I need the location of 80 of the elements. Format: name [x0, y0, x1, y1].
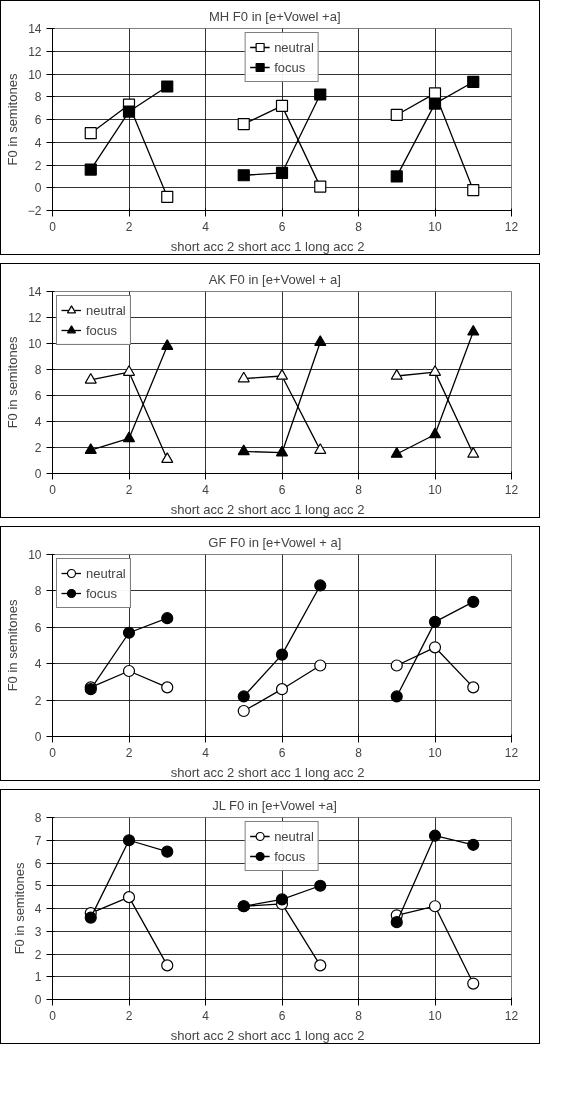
y-tick-label: 6: [34, 113, 42, 127]
x-tick-label: 10: [428, 745, 442, 760]
y-tick-label: 6: [34, 389, 42, 403]
y-axis-title: F0 in semitones: [4, 73, 20, 166]
y-tick-label: 2: [34, 947, 42, 962]
x-tick-label: 8: [355, 745, 363, 760]
y-tick-label: 4: [34, 657, 42, 672]
x-tick-label: 0: [49, 219, 57, 234]
y-tick-label: 0: [34, 467, 42, 481]
y-tick-label: 4: [34, 415, 42, 429]
x-tick-label: 2: [125, 482, 133, 497]
x-tick-label: 2: [125, 1008, 133, 1023]
x-tick-label: 6: [278, 1008, 286, 1023]
y-tick-label: 4: [34, 902, 42, 916]
x-tick-label: 8: [355, 1008, 363, 1023]
chart-title: JL F0 in [e+Vowel +a]: [212, 797, 337, 813]
x-tick-label: 10: [428, 219, 442, 234]
y-tick-label: 8: [34, 811, 42, 825]
y-tick-label: 0: [34, 181, 42, 196]
x-axis-title: short acc 2 short acc 1 long acc 2: [170, 764, 365, 780]
y-tick-label: 5: [34, 879, 42, 894]
x-tick-label: 2: [125, 745, 133, 760]
y-tick-label: 10: [28, 548, 42, 562]
x-tick-label: 4: [202, 219, 210, 234]
y-tick-label: 14: [28, 285, 42, 299]
x-tick-label: 8: [355, 219, 363, 234]
y-axis-title: F0 in semitones: [11, 862, 27, 955]
chart-title: MH F0 in [e+Vowel +a]: [209, 8, 341, 24]
x-tick-label: 10: [428, 482, 442, 497]
x-tick-label: 8: [355, 482, 363, 497]
y-tick-label: 1: [34, 970, 42, 985]
y-tick-label: 3: [34, 924, 42, 939]
legend-label: focus: [86, 585, 118, 601]
y-tick-label: 2: [34, 693, 42, 708]
y-tick-label: 10: [28, 337, 42, 351]
x-tick-label: 12: [504, 745, 519, 760]
x-axis-title: short acc 2 short acc 1 long acc 2: [170, 1027, 365, 1043]
y-tick-label: 10: [28, 67, 42, 82]
x-tick-label: 0: [49, 1008, 57, 1023]
y-tick-label: 2: [34, 441, 42, 455]
x-tick-label: 4: [202, 482, 210, 497]
legend-label: focus: [274, 848, 306, 864]
y-tick-label: 4: [34, 135, 42, 150]
y-axis-title: F0 in semitones: [5, 336, 21, 429]
y-tick-label: 12: [28, 44, 42, 59]
x-axis-title: short acc 2 short acc 1 long acc 2: [170, 501, 365, 517]
x-tick-label: 0: [49, 745, 57, 760]
legend-label: neutral: [274, 828, 314, 844]
y-tick-label: 2: [34, 158, 42, 173]
y-tick-label: 12: [28, 311, 42, 325]
x-tick-label: 12: [504, 219, 519, 234]
legend-label: focus: [274, 59, 306, 75]
legend-label: neutral: [274, 39, 314, 55]
y-tick-label: 14: [28, 22, 42, 36]
x-tick-label: 10: [428, 1008, 442, 1023]
chart-title: AK F0 in [e+Vowel + a]: [208, 271, 341, 287]
y-tick-label: 8: [34, 363, 42, 377]
x-tick-label: 6: [278, 219, 286, 234]
legend-label: focus: [86, 322, 118, 338]
y-tick-label: −2: [27, 204, 42, 218]
y-tick-label: 6: [34, 620, 42, 635]
legend-label: neutral: [86, 565, 126, 581]
y-tick-label: 0: [34, 993, 42, 1007]
y-tick-label: 7: [34, 833, 42, 848]
y-tick-label: 8: [34, 90, 42, 105]
y-tick-label: 0: [34, 730, 42, 744]
x-axis-title: short acc 2 short acc 1 long acc 2: [170, 238, 365, 254]
x-tick-label: 2: [125, 219, 133, 234]
y-tick-label: 8: [34, 584, 42, 599]
legend-label: neutral: [86, 302, 126, 318]
y-tick-label: 6: [34, 856, 42, 871]
x-tick-label: 12: [504, 1008, 519, 1023]
y-axis-title: F0 in semitones: [5, 599, 21, 692]
x-tick-label: 6: [278, 745, 286, 760]
chart-title: GF F0 in [e+Vowel + a]: [208, 534, 342, 550]
x-tick-label: 4: [202, 1008, 210, 1023]
x-tick-label: 0: [49, 482, 57, 497]
x-tick-label: 12: [504, 482, 519, 497]
x-tick-label: 6: [278, 482, 286, 497]
x-tick-label: 4: [202, 745, 210, 760]
